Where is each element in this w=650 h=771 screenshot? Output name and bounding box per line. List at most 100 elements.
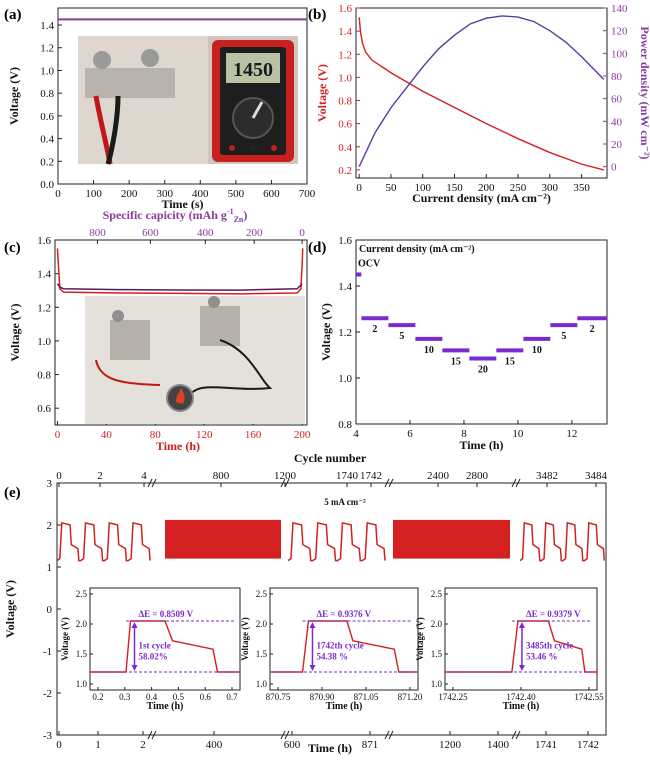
x-tick-label: 400 [206, 739, 223, 751]
x-tick-label: 160 [245, 429, 262, 441]
x2-tick-label: 3482 [536, 470, 558, 482]
delta-e-label: ΔE = 0.8509 V [139, 609, 194, 619]
axis-break [388, 730, 394, 740]
y-tick-label: 0.6 [37, 403, 51, 415]
series-line [358, 15, 605, 167]
current-annotation: 5 mA cm⁻² [324, 497, 366, 507]
x-tick-label: 300 [156, 188, 173, 200]
y-tick-label: 0.8 [37, 370, 51, 382]
x2-tick-label: 600 [142, 227, 159, 239]
x-tick-label: 0.5 [173, 692, 185, 702]
x-tick-label: 870.75 [266, 692, 291, 702]
y-tick-label: 1.6 [338, 3, 352, 15]
segment-label: 10 [532, 345, 542, 356]
x-tick-label: 0.7 [226, 692, 238, 702]
x-tick-label: 0.4 [146, 692, 158, 702]
segment-label: 15 [505, 356, 515, 367]
y-tick-label: 2.5 [431, 589, 443, 599]
inset-curve [90, 620, 240, 673]
x2-tick-label: 400 [197, 227, 214, 239]
y-tick-label: 1.5 [431, 649, 443, 659]
x-tick-label: 700 [299, 188, 316, 200]
x-tick-label: 2 [140, 739, 146, 751]
inset-3: 1.0 1.5 2.0 2.5 1742.25 1742.40 1742.55 Time (h… [415, 587, 604, 712]
y-tick-label: 1.0 [37, 336, 51, 348]
y-tick-label: 1.2 [338, 327, 352, 339]
panel-c-frame [54, 239, 308, 426]
x-tick-label: 600 [284, 739, 301, 751]
cycle-curve [56, 521, 151, 562]
y-tick-label: 0.2 [338, 165, 352, 177]
series-line [358, 17, 604, 171]
y-tick-label: 1.2 [40, 43, 54, 55]
x-tick-label: 870.90 [310, 692, 335, 702]
x2-tick-label: 800 [213, 470, 230, 482]
x-axis-label: Time (s) [161, 197, 203, 211]
x2-tick-label: 2800 [466, 470, 489, 482]
y-tick-label: 1.0 [256, 679, 268, 689]
x2-axis-label: Cycle number [294, 451, 367, 465]
segment-label: 10 [424, 345, 434, 356]
cycle-curve [287, 521, 386, 562]
x-tick-label: 6 [407, 428, 413, 440]
y-axis-label: Voltage (V) [8, 304, 22, 362]
y-axis-label: Voltage (V) [7, 67, 21, 125]
axis-break [515, 730, 521, 740]
x-tick-label: 0.6 [200, 692, 212, 702]
y-tick-label: 0.8 [338, 96, 352, 108]
y-tick-label: -1 [43, 646, 52, 658]
y-axis-label: Voltage (V) [3, 580, 17, 638]
x-tick-label: 1742.25 [438, 692, 468, 702]
y-tick-label: 0.8 [338, 419, 352, 431]
photo-multimeter-setup: 1450 [78, 36, 298, 165]
y-axis-label: Voltage (V) [315, 64, 329, 122]
inset-x-label: Time (h) [503, 701, 540, 712]
x-tick-label: 12 [566, 428, 577, 440]
x2-tick-label: 1200 [274, 470, 297, 482]
x-tick-label: 10 [512, 428, 524, 440]
delta-e-label: ΔE = 0.9376 V [316, 609, 371, 619]
x2-tick-label: 800 [89, 227, 106, 239]
y-tick-label: 1.6 [37, 235, 51, 247]
inset-1: 1.0 1.5 2.0 2.5 0.2 0.3 0.4 0.5 0.6 0.7 Time (h) Vo… [60, 587, 241, 712]
arrow-head [309, 665, 316, 671]
arrow-head [131, 665, 138, 671]
arrow-head [131, 622, 138, 628]
x-tick-label: 50 [385, 182, 397, 194]
dense-cycles [165, 519, 281, 559]
panel-label-a: (a) [4, 7, 22, 23]
y2-tick-label: 60 [611, 94, 623, 106]
y-tick-label: 0.4 [338, 142, 352, 154]
x-tick-label: 4 [353, 428, 359, 440]
x-tick-label: 200 [478, 182, 495, 194]
y-tick-label: 0.6 [338, 119, 352, 131]
plots-layer: 0 100 200 300 400 500 600 7000.00.20.40.60.81.0… [3, 3, 650, 755]
y-tick-label: 0.2 [40, 156, 54, 168]
efficiency-label: 54.38 % [316, 652, 348, 662]
y2-tick-label: 100 [611, 48, 628, 60]
y-tick-label: 0.0 [40, 179, 54, 191]
axis-break [384, 730, 390, 740]
x2-tick-label: 200 [246, 227, 263, 239]
y-tick-label: 2.5 [76, 589, 88, 599]
panel-b-frame [355, 7, 608, 179]
panel-label-d: (d) [308, 240, 326, 256]
x-axis-label: Time (h) [459, 438, 503, 452]
x-tick-label: 0 [356, 182, 362, 194]
y-tick-label: 1.4 [37, 269, 51, 281]
x-tick-label: 100 [414, 182, 431, 194]
x-tick-label: 1742 [577, 739, 599, 751]
y2-tick-label: 140 [611, 3, 628, 15]
x-axis-label: Time (h) [156, 439, 200, 453]
x2-axis-label: Specific capicity (mAh g-1Zn) [103, 207, 248, 224]
inset-frame [269, 587, 419, 691]
x-tick-label: 1200 [439, 739, 462, 751]
panel-label-c: (c) [4, 240, 21, 256]
x-tick-label: 0 [55, 188, 61, 200]
inset-y-label: Voltage (V) [415, 617, 425, 660]
arrow-head [518, 622, 525, 628]
y-tick-label: 1.0 [40, 65, 54, 77]
y-tick-label: 1.4 [338, 26, 352, 38]
cycle-label: 3485th cycle [526, 641, 573, 651]
x2-tick-label: 0 [56, 470, 62, 482]
